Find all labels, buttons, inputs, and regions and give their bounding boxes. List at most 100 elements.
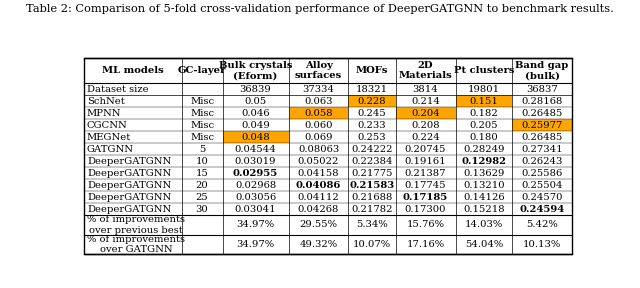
Text: 0.22384: 0.22384 xyxy=(351,157,393,166)
Text: Dataset size: Dataset size xyxy=(87,85,148,94)
Text: 0.12982: 0.12982 xyxy=(461,157,506,166)
Text: 0.214: 0.214 xyxy=(411,97,440,106)
Text: 0.048: 0.048 xyxy=(241,133,270,142)
Text: Alloy
surfaces: Alloy surfaces xyxy=(295,61,342,80)
Text: 0.26485: 0.26485 xyxy=(522,133,563,142)
Text: 0.03019: 0.03019 xyxy=(235,157,276,166)
Text: 2D
Materials: 2D Materials xyxy=(399,61,452,80)
Text: 0.24570: 0.24570 xyxy=(522,193,563,202)
Text: 0.058: 0.058 xyxy=(304,109,333,118)
Text: 0.25977: 0.25977 xyxy=(522,121,563,130)
Text: 10.13%: 10.13% xyxy=(523,240,561,249)
Text: 0.228: 0.228 xyxy=(358,97,387,106)
Text: 0.28249: 0.28249 xyxy=(463,145,504,154)
Text: 0.25586: 0.25586 xyxy=(522,169,563,178)
Text: 0.245: 0.245 xyxy=(358,109,387,118)
Text: 14.03%: 14.03% xyxy=(465,220,503,229)
Text: 0.21782: 0.21782 xyxy=(351,204,393,214)
Text: 0.21775: 0.21775 xyxy=(351,169,393,178)
Text: 34.97%: 34.97% xyxy=(237,240,275,249)
Text: GATGNN: GATGNN xyxy=(87,145,134,154)
Text: 0.28168: 0.28168 xyxy=(522,97,563,106)
Text: 10.07%: 10.07% xyxy=(353,240,391,249)
Text: Misc: Misc xyxy=(190,121,214,130)
Text: 34.97%: 34.97% xyxy=(237,220,275,229)
Text: Bulk crystals
(Eform): Bulk crystals (Eform) xyxy=(219,61,292,80)
Text: 25: 25 xyxy=(196,193,209,202)
Text: 0.224: 0.224 xyxy=(412,133,440,142)
Bar xyxy=(348,95,396,107)
Text: 30: 30 xyxy=(196,204,209,214)
Text: 0.04086: 0.04086 xyxy=(296,181,341,190)
Bar xyxy=(84,58,572,254)
Text: 0.02955: 0.02955 xyxy=(233,169,278,178)
Text: % of improvements
over GATGNN: % of improvements over GATGNN xyxy=(87,235,185,254)
Text: 17.16%: 17.16% xyxy=(406,240,445,249)
Bar xyxy=(396,107,456,119)
Text: 0.14126: 0.14126 xyxy=(463,193,505,202)
Text: 0.069: 0.069 xyxy=(304,133,333,142)
Text: 19801: 19801 xyxy=(468,85,500,94)
Text: 0.19161: 0.19161 xyxy=(405,157,447,166)
Text: DeeperGATGNN: DeeperGATGNN xyxy=(87,169,171,178)
Text: 0.21387: 0.21387 xyxy=(405,169,446,178)
Text: 0.046: 0.046 xyxy=(241,109,270,118)
Text: 54.04%: 54.04% xyxy=(465,240,503,249)
Text: 0.060: 0.060 xyxy=(304,121,333,130)
Text: DeeperGATGNN: DeeperGATGNN xyxy=(87,157,171,166)
Text: Misc: Misc xyxy=(190,97,214,106)
Text: Band gap
(bulk): Band gap (bulk) xyxy=(515,61,569,80)
Text: DeeperGATGNN: DeeperGATGNN xyxy=(87,181,171,190)
Text: Misc: Misc xyxy=(190,133,214,142)
Text: 0.04268: 0.04268 xyxy=(298,204,339,214)
Text: 0.21583: 0.21583 xyxy=(349,181,395,190)
Text: 5.42%: 5.42% xyxy=(526,220,558,229)
Text: 0.17300: 0.17300 xyxy=(405,204,446,214)
Text: MPNN: MPNN xyxy=(87,109,122,118)
Text: 0.17185: 0.17185 xyxy=(403,193,448,202)
Text: 10: 10 xyxy=(196,157,209,166)
Text: 0.24222: 0.24222 xyxy=(351,145,393,154)
Text: 0.27341: 0.27341 xyxy=(522,145,563,154)
Text: GC-layer: GC-layer xyxy=(178,66,226,75)
Bar xyxy=(289,107,348,119)
Text: 0.24594: 0.24594 xyxy=(520,204,564,214)
Text: 49.32%: 49.32% xyxy=(300,240,338,249)
Text: 0.08063: 0.08063 xyxy=(298,145,339,154)
Text: 0.253: 0.253 xyxy=(358,133,387,142)
Text: Misc: Misc xyxy=(190,109,214,118)
Text: SchNet: SchNet xyxy=(87,97,125,106)
Text: 0.03056: 0.03056 xyxy=(235,193,276,202)
Text: 0.182: 0.182 xyxy=(470,109,499,118)
Text: 5: 5 xyxy=(199,145,205,154)
Bar xyxy=(512,119,572,131)
Text: 0.04158: 0.04158 xyxy=(298,169,339,178)
Text: 0.180: 0.180 xyxy=(470,133,499,142)
Text: 0.233: 0.233 xyxy=(358,121,387,130)
Text: 0.063: 0.063 xyxy=(304,97,333,106)
Text: ML models: ML models xyxy=(102,66,164,75)
Text: CGCNN: CGCNN xyxy=(87,121,128,130)
Text: 15: 15 xyxy=(196,169,209,178)
Text: 0.05022: 0.05022 xyxy=(298,157,339,166)
Text: 0.26485: 0.26485 xyxy=(522,109,563,118)
Text: 0.05: 0.05 xyxy=(244,97,267,106)
Text: DeeperGATGNN: DeeperGATGNN xyxy=(87,193,171,202)
Text: 0.20745: 0.20745 xyxy=(405,145,446,154)
Text: 0.26243: 0.26243 xyxy=(522,157,563,166)
Text: Pt clusters: Pt clusters xyxy=(454,66,514,75)
Text: 0.04112: 0.04112 xyxy=(298,193,339,202)
Text: MEGNet: MEGNet xyxy=(87,133,131,142)
Text: 15.76%: 15.76% xyxy=(406,220,445,229)
Text: 0.21688: 0.21688 xyxy=(351,193,393,202)
Bar xyxy=(456,95,512,107)
Text: DeeperGATGNN: DeeperGATGNN xyxy=(87,204,171,214)
Text: 0.03041: 0.03041 xyxy=(235,204,276,214)
Text: 29.55%: 29.55% xyxy=(300,220,337,229)
Text: 5.34%: 5.34% xyxy=(356,220,388,229)
Text: 0.151: 0.151 xyxy=(469,97,499,106)
Text: MOFs: MOFs xyxy=(356,66,388,75)
Text: 0.049: 0.049 xyxy=(241,121,270,130)
Text: 20: 20 xyxy=(196,181,209,190)
Bar xyxy=(223,131,289,143)
